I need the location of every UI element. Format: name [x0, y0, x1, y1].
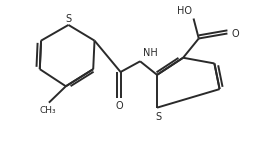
Text: NH: NH — [143, 48, 157, 58]
Text: O: O — [116, 101, 123, 111]
Text: S: S — [155, 112, 161, 122]
Text: S: S — [66, 14, 72, 23]
Text: O: O — [231, 29, 239, 39]
Text: HO: HO — [177, 6, 192, 16]
Text: CH₃: CH₃ — [39, 106, 56, 114]
